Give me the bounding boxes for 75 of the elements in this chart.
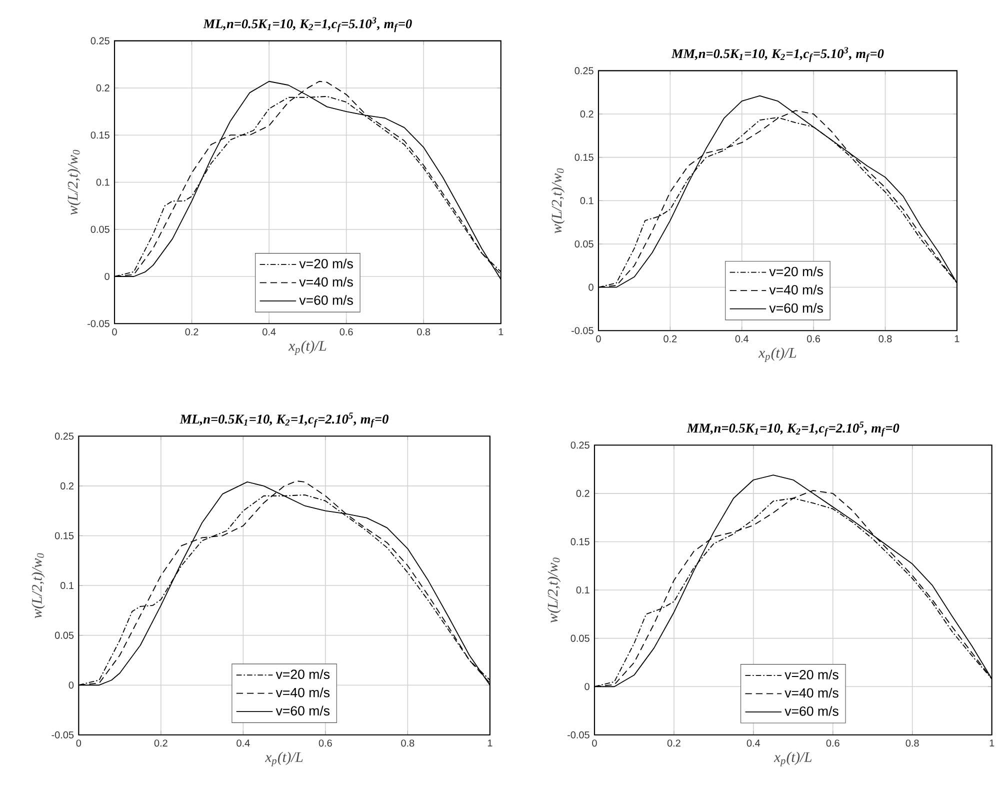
x-tick-label: 1 <box>498 328 504 336</box>
x-tick-label: 1 <box>990 740 994 747</box>
x-tick-label: 0.4 <box>746 740 760 747</box>
legend-label: v=40 m/s <box>769 284 823 295</box>
y-tick-label: 0.2 <box>576 490 590 498</box>
y-axis-title: w(L/2,t)/w$_{0}$ <box>547 558 561 623</box>
y-tick-label: 0.15 <box>574 154 594 162</box>
legend-label: v=60 m/s <box>769 303 823 313</box>
y-tick-label: 0 <box>68 682 74 689</box>
y-tick-label: 0.1 <box>96 178 110 186</box>
y-tick-label: -0.05 <box>88 320 110 328</box>
x-tick-label: 0.6 <box>826 740 840 747</box>
x-tick-label: 0.6 <box>340 328 353 336</box>
x-tick-label: 0 <box>112 328 117 336</box>
y-tick-label: 0.05 <box>574 240 594 248</box>
x-tick-label: 0.8 <box>878 335 892 343</box>
x-tick-label: 0.6 <box>318 740 332 747</box>
y-tick-label: 0.2 <box>96 84 110 92</box>
x-tick-label: 0 <box>596 335 601 343</box>
y-tick-label: 0.15 <box>570 538 590 546</box>
chart-title: MM,n=0.5K$_{1}$=10, K$_{2}$=1,c$_{f}$=2.10$^{5}$, m$_{f}$=0 <box>686 422 900 437</box>
y-tick-label: 0 <box>104 273 110 280</box>
legend-label: v=20 m/s <box>276 669 330 680</box>
legend-label: v=40 m/s <box>299 277 353 287</box>
x-axis-title: x$_{p}$(t)/L <box>774 752 812 766</box>
y-tick-label: 0.25 <box>90 37 110 45</box>
x-tick-label: 0 <box>76 740 82 747</box>
x-axis-title: x$_{p}$(t)/L <box>288 340 326 356</box>
legend-label: v=40 m/s <box>784 688 838 698</box>
legend-label: v=20 m/s <box>769 266 823 276</box>
x-tick-label: 0.2 <box>154 740 168 747</box>
legend-label: v=60 m/s <box>299 295 353 306</box>
chart-title: MM,n=0.5K$_{1}$=10, K$_{2}$=1,c$_{f}$=5.10$^{3}$, m$_{f}$=0 <box>671 47 884 62</box>
y-tick-label: 0.15 <box>90 132 110 139</box>
y-tick-label: 0.1 <box>576 586 590 594</box>
y-tick-label: 0.2 <box>60 482 74 490</box>
y-axis-title: w(L/2,t)/w$_{0}$ <box>32 553 45 618</box>
chart-title: ML,n=0.5K$_{1}$=10, K$_{2}$=1,c$_{f}$=5.10$^{3}$, m$_{f}$=0 <box>203 17 412 32</box>
x-tick-label: 0.4 <box>735 335 748 343</box>
x-tick-label: 0.8 <box>906 740 919 747</box>
y-tick-label: -0.05 <box>52 732 74 739</box>
y-tick-label: 0.1 <box>60 582 74 590</box>
chart-title: ML,n=0.5K$_{1}$=10, K$_{2}$=1,c$_{f}$=2.10$^{5}$, m$_{f}$=0 <box>180 412 388 428</box>
legend-label: v=60 m/s <box>276 706 330 716</box>
x-axis-title: x$_{p}$(t)/L <box>265 752 303 766</box>
x-tick-label: 0.4 <box>236 740 250 747</box>
y-tick-label: 0.05 <box>570 634 590 642</box>
legend-label: v=40 m/s <box>276 688 330 698</box>
y-tick-label: 0.05 <box>90 226 110 234</box>
y-tick-label: 0.15 <box>54 532 74 540</box>
x-tick-label: 1 <box>488 740 492 747</box>
y-axis-title: w(L/2,t)/w$_{0}$ <box>67 150 81 216</box>
x-tick-label: 0.4 <box>262 328 276 336</box>
legend-label: v=20 m/s <box>784 670 838 680</box>
x-tick-label: 0.6 <box>807 335 820 343</box>
y-tick-label: -0.05 <box>572 327 594 334</box>
x-axis-title: x$_{p}$(t)/L <box>758 348 796 362</box>
y-tick-label: 0.1 <box>580 197 594 204</box>
x-tick-label: 0.2 <box>664 335 677 343</box>
x-tick-label: 0.2 <box>185 328 198 336</box>
x-tick-label: 0.2 <box>667 740 680 747</box>
y-tick-label: 0.2 <box>580 110 594 118</box>
y-tick-label: 0.25 <box>54 432 74 440</box>
y-tick-label: 0.05 <box>54 632 74 640</box>
y-tick-label: 0.25 <box>574 67 594 74</box>
y-tick-label: 0 <box>584 683 590 690</box>
x-tick-label: 1 <box>954 335 960 342</box>
y-tick-label: -0.05 <box>568 732 590 739</box>
y-tick-label: 0.25 <box>570 442 590 449</box>
legend-label: v=60 m/s <box>784 706 838 716</box>
legend-label: v=20 m/s <box>299 258 353 269</box>
y-axis-title: w(L/2,t)/w$_{0}$ <box>551 168 565 234</box>
x-tick-label: 0.8 <box>417 328 430 336</box>
x-tick-label: 0.8 <box>401 740 414 747</box>
y-tick-label: 0 <box>588 284 594 291</box>
